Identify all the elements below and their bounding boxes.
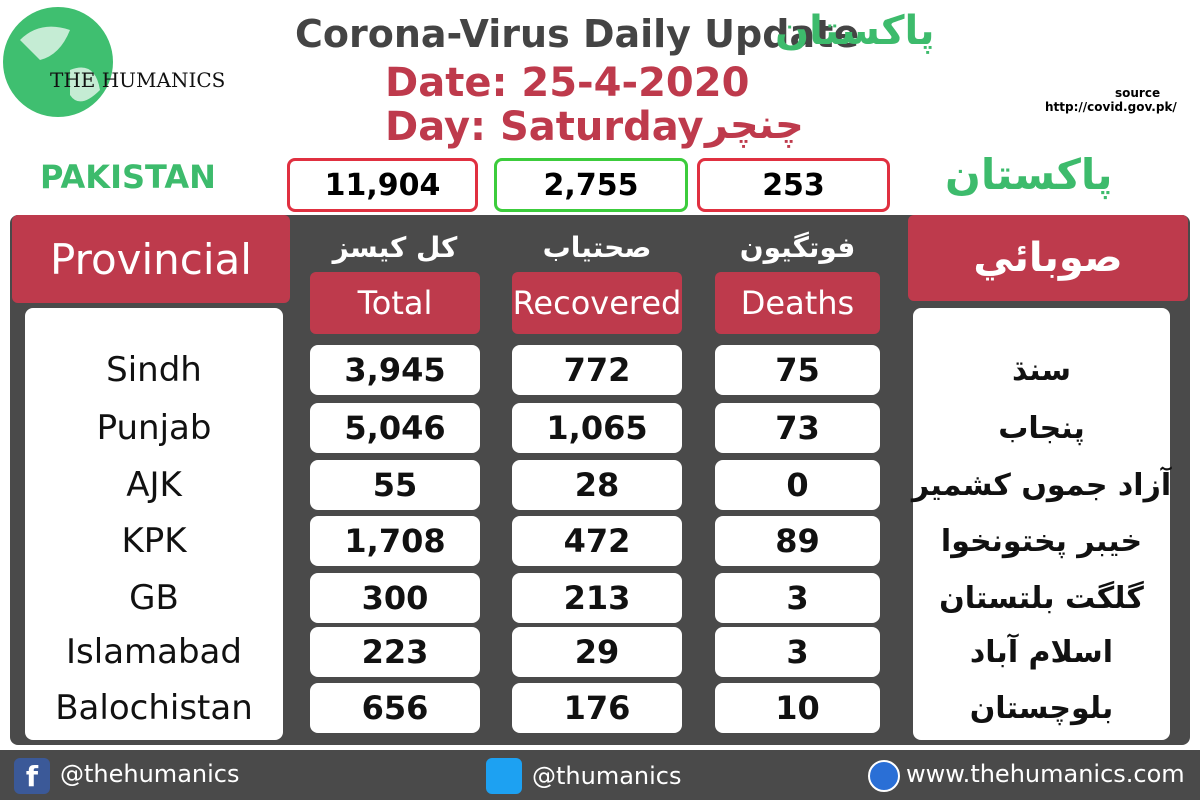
cell-value: 1,708 bbox=[310, 516, 480, 566]
cell-value: 213 bbox=[512, 573, 682, 623]
cell-value: 75 bbox=[715, 345, 880, 395]
national-label: PAKISTAN bbox=[40, 158, 216, 196]
cell-value: 73 bbox=[715, 403, 880, 453]
day-urdu: چنچر bbox=[705, 102, 804, 148]
cell-value: 1,065 bbox=[512, 403, 682, 453]
province-name-urdu: پنجاب bbox=[998, 410, 1085, 446]
cell-value: 29 bbox=[512, 627, 682, 677]
cell-value: 176 bbox=[512, 683, 682, 733]
province-name-urdu: بلوچستان bbox=[969, 690, 1114, 726]
website[interactable]: www.thehumanics.com bbox=[906, 760, 1185, 788]
cell-value: 0 bbox=[715, 460, 880, 510]
cell-value: 300 bbox=[310, 573, 480, 623]
cell-value: 3,945 bbox=[310, 345, 480, 395]
title: Corona-Virus Daily Update bbox=[295, 12, 860, 56]
cell-value: 89 bbox=[715, 516, 880, 566]
national-recovered: 2,755 bbox=[494, 158, 688, 212]
cell-value: 772 bbox=[512, 345, 682, 395]
brand: THE HUMANICS bbox=[50, 68, 226, 92]
globe-logo bbox=[3, 7, 113, 117]
column-header-urdu: صحتیاب bbox=[542, 230, 652, 264]
left-header: Provincial bbox=[12, 215, 290, 303]
column-header: Total bbox=[310, 272, 480, 334]
province-name: Punjab bbox=[96, 408, 212, 448]
cell-value: 3 bbox=[715, 573, 880, 623]
facebook-handle[interactable]: @thehumanics bbox=[60, 760, 240, 788]
province-urdu-box bbox=[913, 308, 1170, 740]
cell-value: 472 bbox=[512, 516, 682, 566]
column-header: Deaths bbox=[715, 272, 880, 334]
title-urdu: پاکستان bbox=[775, 8, 935, 54]
province-name: GB bbox=[129, 578, 179, 618]
source-label: source bbox=[1115, 86, 1161, 100]
province-name-urdu: سنڌ bbox=[1011, 352, 1072, 388]
footer bbox=[0, 750, 1200, 800]
national-total: 11,904 bbox=[287, 158, 478, 212]
province-name: Sindh bbox=[106, 350, 202, 390]
right-header: صوبائي bbox=[908, 215, 1188, 301]
province-name: Islamabad bbox=[66, 632, 242, 672]
province-box bbox=[25, 308, 283, 740]
facebook-icon: f bbox=[14, 758, 50, 794]
day: Day: Saturday bbox=[385, 104, 704, 150]
web-icon bbox=[868, 760, 900, 792]
cell-value: 28 bbox=[512, 460, 682, 510]
source-url: http://covid.gov.pk/ bbox=[1045, 100, 1177, 114]
cell-value: 3 bbox=[715, 627, 880, 677]
cell-value: 5,046 bbox=[310, 403, 480, 453]
cell-value: 55 bbox=[310, 460, 480, 510]
province-name: AJK bbox=[126, 465, 182, 505]
column-header-urdu: فوتگیون bbox=[739, 230, 856, 264]
province-name-urdu: خیبر پختونخوا bbox=[940, 523, 1143, 559]
column-header-urdu: کل کیسز bbox=[332, 230, 458, 264]
province-name: Balochistan bbox=[55, 688, 253, 728]
twitter-handle[interactable]: @thumanics bbox=[532, 762, 682, 790]
province-name-urdu: آزاد جموں کشمیر bbox=[911, 467, 1172, 503]
province-name: KPK bbox=[121, 521, 187, 561]
cell-value: 223 bbox=[310, 627, 480, 677]
cell-value: 656 bbox=[310, 683, 480, 733]
column-header: Recovered bbox=[512, 272, 682, 334]
national-label-urdu: پاکستان bbox=[945, 150, 1113, 199]
province-name-urdu: اسلام آباد bbox=[969, 634, 1114, 670]
twitter-icon bbox=[486, 758, 522, 794]
province-name-urdu: گلگت بلتستان bbox=[939, 580, 1144, 616]
date: Date: 25-4-2020 bbox=[385, 60, 750, 106]
national-deaths: 253 bbox=[697, 158, 890, 212]
cell-value: 10 bbox=[715, 683, 880, 733]
